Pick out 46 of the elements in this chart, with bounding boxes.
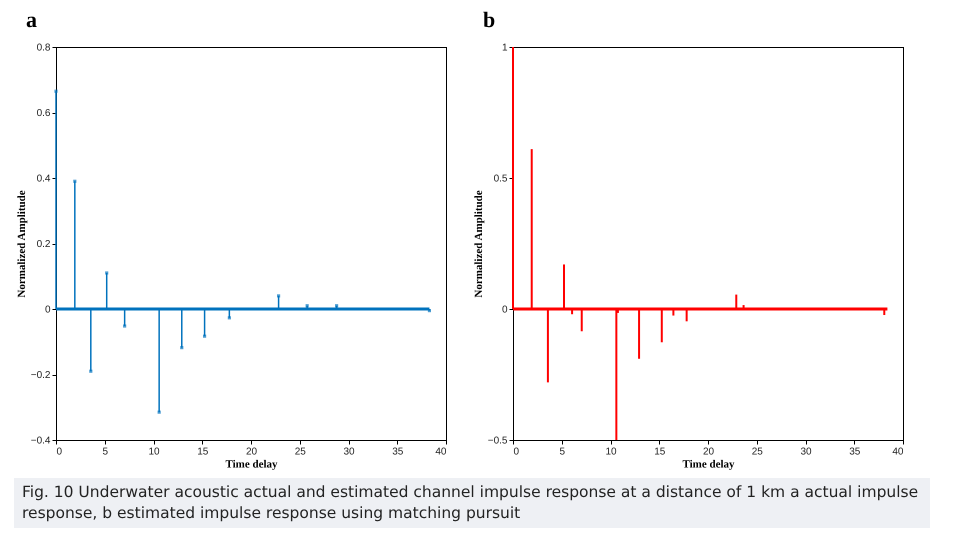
x-tick-label: 10 (148, 446, 160, 458)
point (105, 271, 108, 275)
point (228, 316, 231, 320)
x-tick-label: 10 (605, 446, 617, 458)
y-tick-label: −0.4 (30, 436, 51, 446)
y-tick-label: 0.6 (36, 108, 51, 119)
y-tick-label: −0.5 (488, 436, 508, 446)
x-tick-label: 30 (343, 446, 355, 458)
point (277, 294, 280, 298)
point (158, 410, 161, 414)
point (203, 334, 206, 338)
x-tick-label: 25 (752, 446, 764, 458)
point (54, 90, 58, 93)
x-tick-label: 40 (892, 446, 904, 458)
caption: Fig. 10 Underwater acoustic actual and estimated channel impulse response at a distance of 1 km a actual impulse response, b estimated impulse response using matching pursuit (22, 482, 920, 524)
y-tick-label: 0.2 (36, 239, 51, 250)
x-tick-label: 5 (559, 446, 566, 458)
point (73, 180, 76, 183)
x-tick-label: 15 (197, 446, 209, 458)
x-tick-label: 25 (294, 446, 306, 458)
x-tick-label: 40 (435, 446, 447, 458)
x-tick-label: 20 (702, 446, 714, 458)
x-tick-label: 0 (56, 446, 62, 458)
point (123, 324, 126, 328)
chart-title: b (483, 7, 496, 32)
y-tick-label: 0.8 (36, 42, 51, 54)
y-tick-label: 1 (502, 42, 508, 54)
x-tick-label: 5 (102, 446, 108, 458)
y-tick-label: −0.2 (30, 370, 51, 381)
x-tick-label: 15 (654, 446, 666, 458)
x-tick-label: 20 (246, 446, 258, 458)
y-tick-label: 0.5 (494, 174, 508, 184)
y-tick-label: 0.4 (36, 174, 51, 184)
y-axis-title: Normalized Amplitude (16, 190, 28, 298)
point (180, 346, 184, 350)
point (89, 370, 92, 373)
x-axis-title: Time delay (682, 458, 736, 470)
chart-title: a (26, 7, 37, 32)
x-tick-label: 0 (514, 446, 520, 458)
y-axis-title: Normalized Amplitude (472, 190, 485, 298)
x-tick-label: 35 (849, 446, 861, 458)
x-tick-label: 35 (392, 446, 404, 458)
x-axis-title: Time delay (225, 458, 278, 470)
x-tick-label: 30 (800, 446, 812, 458)
y-tick-label: 0 (44, 304, 51, 316)
y-tick-label: 0 (502, 304, 508, 316)
